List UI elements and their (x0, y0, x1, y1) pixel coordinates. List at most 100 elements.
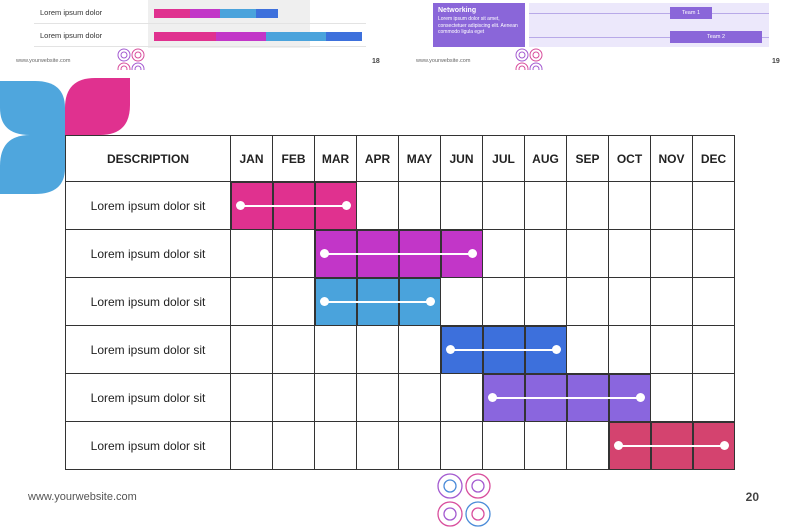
month-cell (272, 229, 315, 278)
month-cell (272, 277, 315, 326)
preview-row-label: Lorem ipsum dolor (40, 8, 103, 17)
month-cell (608, 325, 651, 374)
month-cell (398, 325, 441, 374)
month-cell (398, 229, 441, 278)
header-month: JAN (230, 135, 273, 182)
gantt-row: Lorem ipsum dolor sit (65, 373, 735, 422)
month-cell (692, 277, 735, 326)
rings-logo-icon (117, 48, 145, 70)
header-month: MAY (398, 135, 441, 182)
month-cell (650, 325, 693, 374)
preview-bar (256, 9, 278, 18)
month-cell (440, 181, 483, 230)
preview-bar (190, 9, 220, 18)
header-month: FEB (272, 135, 315, 182)
gantt-row: Lorem ipsum dolor sit (65, 229, 735, 278)
month-cell (566, 229, 609, 278)
page-number: 20 (745, 490, 759, 504)
team-1-bar: Team 1 (670, 7, 712, 19)
networking-text: Lorem ipsum dolor sit amet, consectetuer… (438, 16, 518, 35)
header-month: SEP (566, 135, 609, 182)
rings-logo-icon (437, 473, 491, 527)
preview-slide-19[interactable]: Networking Lorem ipsum dolor sit amet, c… (408, 0, 800, 70)
gantt-row: Lorem ipsum dolor sit (65, 325, 735, 374)
month-cell (692, 421, 735, 470)
rings-logo-icon (515, 48, 543, 70)
preview-row: Lorem ipsum dolor (34, 25, 366, 47)
preview-website: www.yourwebsite.com (416, 58, 471, 64)
month-cell (482, 181, 525, 230)
month-cell (566, 325, 609, 374)
networking-box: Networking Lorem ipsum dolor sit amet, c… (433, 3, 525, 47)
row-description: Lorem ipsum dolor sit (65, 421, 231, 470)
preview-website: www.yourwebsite.com (16, 58, 71, 64)
month-cell (650, 421, 693, 470)
month-cell (314, 229, 357, 278)
month-cell (524, 181, 567, 230)
preview-bar (154, 9, 190, 18)
gantt-row: Lorem ipsum dolor sit (65, 421, 735, 470)
preview-bar (220, 9, 256, 18)
month-cell (230, 373, 273, 422)
month-cell (692, 373, 735, 422)
month-cell (314, 421, 357, 470)
month-cell (440, 277, 483, 326)
header-month: AUG (524, 135, 567, 182)
header-row: DESCRIPTION JAN FEB MAR APR MAY JUN JUL … (65, 135, 735, 182)
month-cell (608, 277, 651, 326)
month-cell (356, 421, 399, 470)
team-timeline: Team 1 Team 2 (529, 3, 769, 47)
month-cell (692, 229, 735, 278)
month-cell (398, 181, 441, 230)
month-cell (650, 229, 693, 278)
month-cell (650, 373, 693, 422)
month-cell (272, 325, 315, 374)
month-cell (608, 229, 651, 278)
preview-bar (266, 32, 326, 41)
preview-bar (326, 32, 362, 41)
month-cell (566, 181, 609, 230)
row-description: Lorem ipsum dolor sit (65, 373, 231, 422)
row-description: Lorem ipsum dolor sit (65, 229, 231, 278)
preview-row: Lorem ipsum dolor (34, 2, 366, 24)
month-cell (230, 421, 273, 470)
month-cell (272, 181, 315, 230)
month-cell (692, 325, 735, 374)
month-cell (440, 229, 483, 278)
month-cell (356, 325, 399, 374)
preview-slide-18[interactable]: Lorem ipsum dolor Lorem ipsum dolor www.… (0, 0, 392, 70)
month-cell (230, 325, 273, 374)
month-cell (524, 325, 567, 374)
month-cell (692, 181, 735, 230)
timeline-line (529, 37, 769, 38)
header-month: MAR (314, 135, 357, 182)
month-cell (608, 421, 651, 470)
row-description: Lorem ipsum dolor sit (65, 181, 231, 230)
month-cell (398, 277, 441, 326)
month-cell (650, 181, 693, 230)
footer-website[interactable]: www.yourwebsite.com (28, 491, 137, 503)
month-cell (524, 373, 567, 422)
row-description: Lorem ipsum dolor sit (65, 325, 231, 374)
gantt-row: Lorem ipsum dolor sit (65, 181, 735, 230)
timeline-line (529, 13, 769, 14)
preview-bar (216, 32, 266, 41)
month-cell (608, 181, 651, 230)
month-cell (482, 277, 525, 326)
networking-title: Networking (438, 7, 477, 14)
month-cell (356, 229, 399, 278)
month-cell (272, 421, 315, 470)
header-month: JUL (482, 135, 525, 182)
month-cell (356, 181, 399, 230)
month-cell (230, 277, 273, 326)
month-cell (524, 421, 567, 470)
month-cell (482, 421, 525, 470)
preview-bar (154, 32, 216, 41)
month-cell (524, 229, 567, 278)
team-2-bar: Team 2 (670, 31, 762, 43)
header-month: JUN (440, 135, 483, 182)
gantt-table: DESCRIPTION JAN FEB MAR APR MAY JUN JUL … (65, 135, 735, 470)
month-cell (314, 373, 357, 422)
month-cell (524, 277, 567, 326)
gantt-row: Lorem ipsum dolor sit (65, 277, 735, 326)
